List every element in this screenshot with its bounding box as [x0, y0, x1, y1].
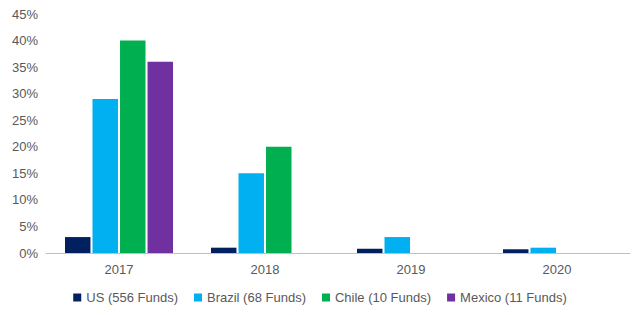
svg-text:2018: 2018: [251, 262, 280, 277]
svg-text:2017: 2017: [105, 262, 134, 277]
svg-text:Mexico (11 Funds): Mexico (11 Funds): [460, 290, 567, 305]
svg-text:0%: 0%: [19, 246, 38, 261]
svg-text:10%: 10%: [12, 192, 38, 207]
svg-text:Chile (10 Funds): Chile (10 Funds): [335, 290, 431, 305]
svg-text:45%: 45%: [12, 7, 38, 22]
svg-text:40%: 40%: [12, 33, 38, 48]
svg-text:25%: 25%: [12, 113, 38, 128]
svg-text:Brazil (68 Funds): Brazil (68 Funds): [207, 290, 306, 305]
svg-text:35%: 35%: [12, 60, 38, 75]
svg-text:2019: 2019: [397, 262, 426, 277]
svg-text:20%: 20%: [12, 139, 38, 154]
svg-text:US (556 Funds): US (556 Funds): [86, 290, 178, 305]
svg-text:5%: 5%: [19, 219, 38, 234]
svg-text:2020: 2020: [543, 262, 572, 277]
svg-text:15%: 15%: [12, 166, 38, 181]
svg-text:30%: 30%: [12, 86, 38, 101]
